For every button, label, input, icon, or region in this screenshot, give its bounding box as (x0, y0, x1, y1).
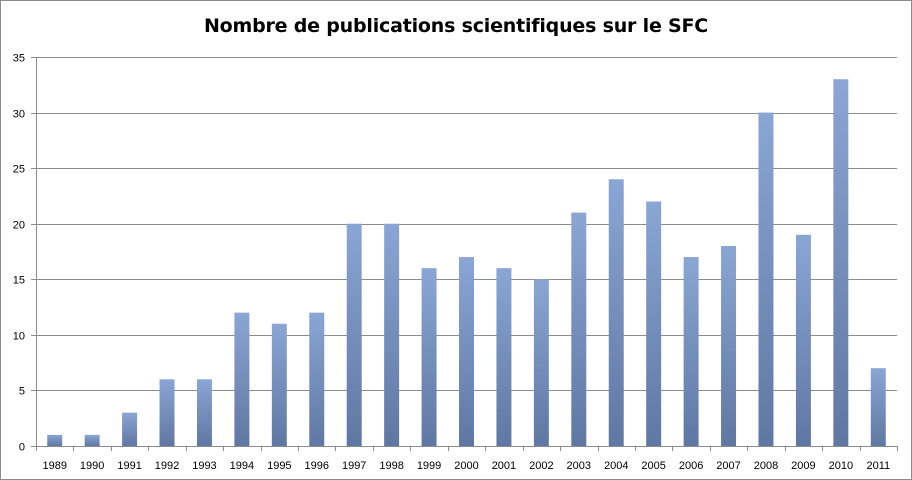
bar-1997 (346, 223, 362, 446)
y-tick-label: 20 (13, 220, 25, 232)
x-tick-label: 1999 (417, 460, 441, 472)
bar-1995 (271, 323, 287, 446)
x-tick-label: 1990 (80, 460, 104, 472)
bar-2011 (870, 368, 886, 446)
bar-1998 (384, 223, 400, 446)
y-tick-label: 10 (13, 331, 25, 343)
x-tick-label: 2003 (567, 460, 591, 472)
bar-2000 (459, 257, 474, 446)
bar-2006 (683, 257, 699, 446)
x-tick-label: 1996 (305, 460, 329, 472)
x-tick-label: 2004 (604, 460, 628, 472)
bar-2004 (608, 179, 624, 446)
bar-1989 (47, 434, 63, 446)
x-tick-label: 2011 (866, 460, 890, 472)
y-tick-label: 15 (13, 275, 25, 287)
bar-1993 (196, 379, 212, 446)
y-axis-labels: 0 5 10 15 20 25 30 35 (13, 53, 25, 454)
bar-2009 (795, 234, 811, 446)
x-tick-label: 2010 (829, 460, 853, 472)
x-tick-label: 2005 (641, 460, 665, 472)
bar-1994 (234, 312, 250, 446)
bar-2007 (721, 245, 737, 446)
x-tick-label: 2009 (791, 460, 815, 472)
bar-1996 (309, 312, 325, 446)
x-tick-label: 2000 (454, 460, 478, 472)
x-tick-label: 2006 (679, 460, 703, 472)
y-tick-label: 25 (13, 164, 25, 176)
x-tick-label: 1995 (267, 460, 291, 472)
bars (47, 79, 886, 447)
chart-title: Nombre de publications scientifiques sur… (203, 15, 709, 37)
x-tick-label: 2008 (754, 460, 778, 472)
y-tick-label: 5 (19, 386, 25, 398)
x-tick-label: 2002 (529, 460, 553, 472)
x-tick-label: 2007 (716, 460, 740, 472)
x-tick-label: 1989 (42, 460, 66, 472)
bar-1992 (159, 379, 175, 446)
x-tick-label: 1991 (117, 460, 141, 472)
bar-1999 (421, 268, 437, 446)
y-tick-label: 30 (13, 109, 25, 121)
x-tick-label: 1993 (192, 460, 216, 472)
x-axis-labels: 1989 1990 1991 1992 1993 1994 1995 1996 1997 1998… (42, 460, 890, 472)
x-tick-label: 1997 (342, 460, 366, 472)
bar-2010 (833, 79, 849, 446)
y-tick-label: 35 (13, 53, 25, 65)
bar-1990 (84, 434, 100, 446)
axes (36, 57, 898, 451)
x-tick-label: 1994 (230, 460, 254, 472)
bar-2003 (571, 212, 587, 446)
x-tick-label: 1998 (379, 460, 403, 472)
x-tick-label: 2001 (492, 460, 516, 472)
bar-1991 (122, 412, 138, 446)
bar-2008 (758, 112, 774, 447)
bar-2005 (646, 201, 662, 446)
y-tick-label: 0 (19, 442, 25, 454)
bar-2002 (533, 279, 549, 446)
bar-2001 (496, 268, 512, 446)
x-tick-label: 1992 (155, 460, 179, 472)
